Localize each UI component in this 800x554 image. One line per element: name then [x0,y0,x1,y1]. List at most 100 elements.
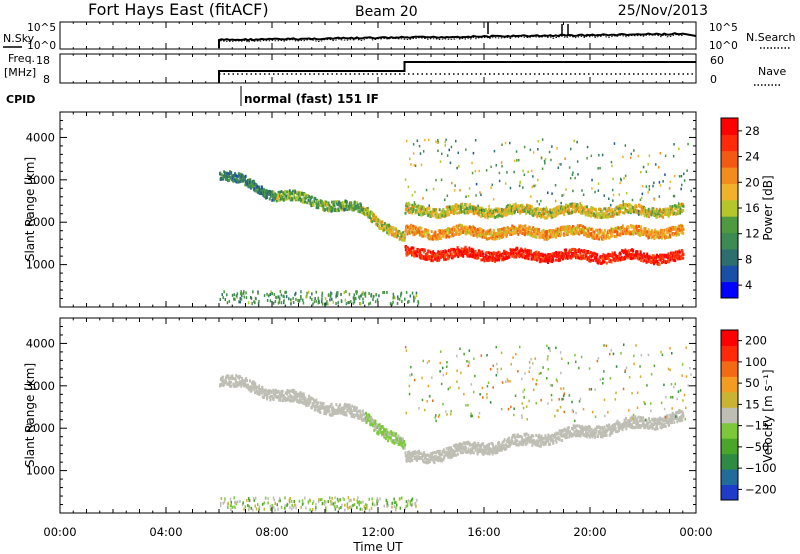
data-cell [237,180,240,184]
data-cell [586,145,589,149]
data-cell [659,253,662,257]
data-cell [585,210,588,214]
data-cell [284,391,287,395]
data-cell [627,210,630,214]
data-cell [633,225,636,229]
data-cell [633,149,635,152]
data-cell [678,208,681,212]
nsky-tick-top: 10^5 [27,22,56,34]
data-cell [382,225,385,229]
power-ylabel: Slant Range [km] [23,157,37,261]
colorbar-tick-label: 20 [745,175,760,189]
data-cell [404,233,407,237]
data-cell [293,392,296,396]
data-cell [613,228,615,232]
data-cell [507,251,509,255]
data-cell [335,293,338,297]
data-cell [522,186,524,189]
data-cell [584,226,587,230]
data-cell [588,251,591,255]
data-cell [407,300,409,304]
data-cell [361,409,364,413]
data-cell [478,169,480,173]
data-cell [465,148,467,151]
data-cell [392,296,394,300]
data-cell [558,251,561,255]
data-cell [536,232,539,236]
data-cell [302,196,305,200]
data-cell [581,189,583,192]
data-cell [234,378,237,382]
data-cell [410,250,413,254]
data-cell [577,256,580,260]
data-cell [435,211,438,215]
data-cell [310,195,313,199]
data-cell [537,207,539,211]
data-cell [427,206,430,210]
data-cell [352,413,355,417]
y-tick-label: 4000 [26,130,55,144]
data-cell [577,225,580,229]
data-cell [456,230,459,234]
data-cell [675,211,678,215]
data-cell [244,183,247,187]
data-cell [682,228,685,231]
data-cell [608,236,611,240]
data-cell [290,300,292,304]
data-cell [288,191,291,194]
data-cell [616,212,619,216]
data-cell [554,199,557,203]
data-cell [285,190,287,194]
data-cell [373,419,375,423]
data-cell [500,161,503,164]
data-cell [451,230,454,234]
freq-tick-top: 18 [36,54,50,67]
data-cell [505,229,508,233]
data-cell [353,293,355,297]
data-cell [659,258,662,262]
data-cell [630,152,632,156]
data-cell [445,250,448,254]
data-cell [341,411,344,415]
data-cell [662,180,664,183]
data-cell [312,302,314,306]
data-cell [321,291,323,295]
data-cell [428,204,430,207]
data-cell [531,169,533,173]
data-cell [443,231,446,235]
data-cell [316,404,319,408]
data-cell [530,251,533,255]
data-cell [560,232,563,236]
data-cell [430,259,433,263]
data-cell [666,254,669,258]
data-cell [627,204,630,208]
data-cell [307,194,309,198]
data-cell [292,301,295,304]
data-cell [329,298,331,302]
data-cell [297,394,300,398]
data-cell [333,200,336,204]
data-cell [595,209,598,213]
data-cell [397,434,400,438]
data-cell [406,455,409,459]
data-cell [322,205,325,209]
data-cell [311,298,313,301]
data-cell [516,247,519,251]
data-cell [560,163,562,166]
data-cell [391,226,393,230]
data-cell [664,233,667,237]
data-cell [444,198,446,202]
data-cell [374,419,377,423]
data-cell [472,210,475,214]
data-cell [295,197,298,201]
data-cell [556,147,558,150]
data-cell [588,213,591,217]
data-cell [328,409,331,413]
data-cell [505,250,508,254]
data-cell [302,301,305,305]
data-cell [485,251,488,255]
data-cell [397,297,399,301]
data-cell [235,374,238,378]
data-cell [348,203,351,207]
data-cell [574,253,577,257]
